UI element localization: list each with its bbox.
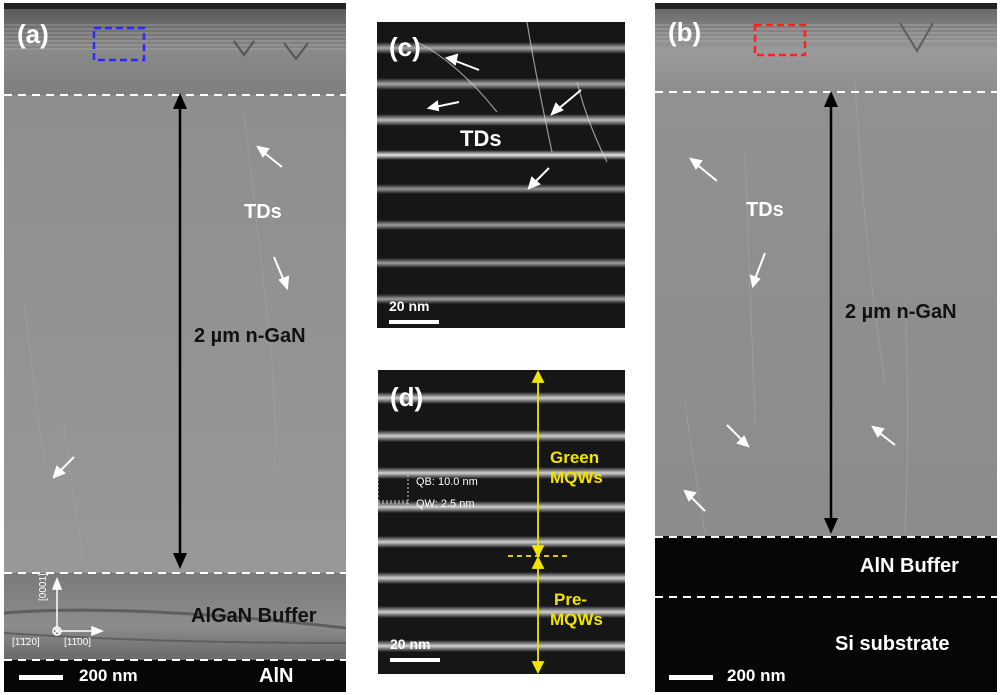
- panel-a-image: [4, 3, 346, 692]
- substrate-label-b: Si substrate: [835, 633, 950, 655]
- panel-d-label: (d): [390, 382, 424, 412]
- td-arrow-c2: [434, 101, 460, 108]
- panel-d-image: [378, 370, 625, 674]
- scalebar-label-b: 200 nm: [727, 666, 786, 685]
- td-arrow-2: [273, 256, 285, 282]
- buffer-label-a: AlGaN Buffer: [191, 605, 317, 627]
- pre-label-2: MQWs: [550, 610, 603, 629]
- panel-d: (d) QB: 10.0 nm QW: 2.5 nm Green MQWs Pr…: [378, 370, 625, 674]
- td-arrow-c1: [452, 59, 480, 71]
- td-arrow-b1: [694, 162, 718, 182]
- region-box-blue: [92, 26, 146, 62]
- qw-label: QW: 2.5 nm: [416, 498, 475, 510]
- panel-c-label: (c): [389, 32, 421, 62]
- aln-label-a: AlN: [259, 665, 294, 687]
- axis-label-1100: [11̄00]: [64, 637, 92, 648]
- panel-b: (b) TDs 2 µm n-GaN AlN Buffer Si substra…: [655, 3, 997, 692]
- tds-label-b: TDs: [746, 199, 784, 221]
- thickness-label-b: 2 µm n-GaN: [845, 301, 957, 323]
- qb-label: QB: 10.0 nm: [416, 476, 478, 488]
- green-label-1: Green: [550, 448, 600, 467]
- tds-label-a: TDs: [244, 201, 282, 223]
- scalebar-b: [669, 675, 713, 680]
- scalebar-a: [19, 675, 63, 680]
- scalebar-d: [390, 658, 440, 662]
- scalebar-label-d: 20 nm: [390, 636, 431, 652]
- panel-a: (a) TDs 2 µm n-GaN AlGaN Buffer 200 nm A…: [4, 3, 346, 692]
- thickness-label-a: 2 µm n-GaN: [194, 325, 306, 347]
- td-arrow-b3: [726, 424, 744, 442]
- scalebar-label-c: 20 nm: [389, 298, 430, 314]
- pre-label-1: Pre-: [554, 590, 588, 609]
- panel-b-label: (b): [668, 17, 702, 47]
- axis-label-1120: [1̄1̄20]: [12, 637, 40, 648]
- axis-label-0001: [0001]: [38, 573, 49, 601]
- td-arrow-b2: [754, 252, 766, 280]
- scalebar-label-a: 200 nm: [79, 666, 138, 685]
- panel-b-image: [655, 3, 997, 692]
- tds-label-c: TDs: [460, 126, 502, 151]
- green-label-2: MQWs: [550, 468, 603, 487]
- crystal-axes: [51, 576, 105, 637]
- mqw-annotation: [508, 370, 568, 674]
- panel-c-image: [377, 22, 625, 328]
- region-box-red: [753, 23, 807, 57]
- buffer-label-b: AlN Buffer: [860, 555, 959, 577]
- td-arrow-c3: [556, 89, 582, 111]
- panel-a-label: (a): [17, 19, 49, 49]
- scalebar-c: [389, 320, 439, 324]
- panel-c: (c) TDs 20 nm: [377, 22, 625, 328]
